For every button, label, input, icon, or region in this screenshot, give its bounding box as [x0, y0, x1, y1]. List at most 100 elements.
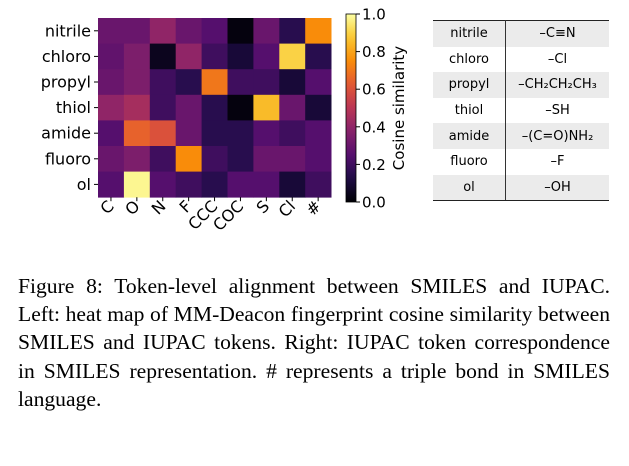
heatmap-cell-thiol-O — [123, 94, 151, 121]
heatmap-cell-propyl-COC — [227, 69, 254, 96]
colorbar-tick-label: 0.0 — [362, 194, 386, 212]
heatmap-cell-chloro-N — [149, 43, 177, 70]
row-label-ol: ol — [77, 175, 91, 194]
heatmap-cell-amide-S — [253, 120, 280, 147]
heatmap-cell-thiol-C — [98, 94, 125, 121]
colorbar-tick-label: 0.8 — [362, 43, 386, 61]
row-label-thiol: thiol — [56, 98, 91, 117]
heatmap-cell-propyl-N — [149, 69, 177, 96]
colorbar-tick-label: 0.2 — [362, 156, 386, 174]
smiles-fragment-cell: –F — [550, 154, 565, 170]
heatmap-cell-chloro-F — [175, 43, 202, 70]
row-labels: nitrile chloro propyl thiol amide fluoro ol — [41, 21, 98, 194]
heatmap-cell-nitrile-# — [305, 18, 332, 44]
iupac-token-cell: propyl — [433, 72, 506, 98]
iupac-token-cell: nitrile — [433, 19, 506, 47]
table-row: nitrile –C≡N — [433, 19, 609, 47]
heatmap-cell-ol-N — [149, 171, 177, 198]
iupac-token-cell: amide — [433, 123, 506, 149]
colorbar-tick-label: 0.6 — [362, 81, 386, 99]
heatmap-cell-ol-S — [253, 171, 280, 198]
heatmap-cell-fluoro-F — [175, 146, 202, 172]
heatmap-cell-chloro-COC — [227, 43, 254, 70]
column-label-N: N — [148, 197, 170, 219]
heatmap-cell-ol-C — [98, 171, 125, 198]
heatmap-cell-amide-COC — [227, 120, 254, 147]
table-row: propyl –CH₂CH₂CH₃ — [433, 72, 609, 98]
heatmap-cell-amide-N — [149, 120, 177, 147]
iupac-token-cell: chloro — [433, 46, 506, 73]
token-correspondence-table: nitrile –C≡N chloro –Cl propyl –CH₂CH₂CH₃ thio… — [433, 19, 609, 202]
heatmap-cell-fluoro-CCC — [201, 146, 228, 172]
colorbar — [345, 13, 357, 203]
table-row: thiol –SH — [433, 97, 609, 124]
heatmap-cell-ol-O — [123, 171, 151, 198]
heatmap-cell-propyl-Cl — [279, 69, 306, 96]
row-label-propyl: propyl — [41, 73, 91, 92]
row-label-fluoro: fluoro — [45, 149, 91, 168]
row-label-nitrile: nitrile — [45, 21, 91, 40]
colorbar-label: Cosine similarity — [390, 46, 408, 170]
iupac-token-cell: thiol — [433, 97, 506, 124]
heatmap-cell-amide-Cl — [279, 120, 306, 147]
heatmap-cell-ol-CCC — [201, 171, 228, 198]
heatmap-cell-thiol-F — [175, 94, 202, 121]
table-row: amide –(C=O)NH₂ — [433, 123, 609, 149]
smiles-fragment-cell: –(C=O)NH₂ — [505, 123, 609, 149]
heatmap-cell-thiol-COC — [227, 94, 254, 121]
heatmap-cell-amide-CCC — [201, 120, 228, 147]
heatmap-cell-fluoro-COC — [227, 146, 254, 172]
colorbar-tick-label: 0.4 — [362, 118, 386, 136]
smiles-fragment-cell: –Cl — [547, 51, 568, 67]
figure-caption: Figure 8: Token-level alignment between … — [18, 274, 610, 411]
column-label-#: # — [302, 197, 325, 220]
heatmap-cell-propyl-S — [253, 69, 280, 96]
heatmap-cell-fluoro-C — [98, 146, 125, 172]
heatmap-cell-amide-F — [175, 120, 202, 147]
heatmap-cell-nitrile-Cl — [279, 18, 306, 44]
heatmap-cell-ol-F — [175, 171, 202, 198]
heatmap-cell-amide-C — [98, 120, 125, 147]
smiles-fragment-cell: –SH — [545, 103, 570, 119]
heatmap-cell-fluoro-Cl — [279, 146, 306, 172]
heatmap-cell-amide-# — [305, 120, 332, 147]
heatmap-cell-thiol-N — [149, 94, 177, 121]
heatmap-cell-thiol-# — [305, 94, 332, 121]
heatmap-cell-ol-COC — [227, 171, 254, 198]
heatmap-cell-nitrile-CCC — [201, 18, 228, 44]
heatmap-cell-chloro-# — [305, 43, 332, 70]
smiles-fragment-cell: –OH — [505, 174, 609, 202]
heatmap-cell-nitrile-O — [123, 18, 151, 44]
row-label-amide: amide — [41, 124, 91, 143]
heatmap-cell-thiol-S — [253, 94, 280, 121]
table-row: ol –OH — [433, 174, 609, 202]
smiles-fragment-cell: –C≡N — [505, 19, 609, 47]
table-row: chloro –Cl — [433, 46, 609, 73]
table-row: fluoro –F — [433, 148, 609, 175]
heatmap-cell-chloro-O — [123, 43, 151, 70]
heatmap-cell-nitrile-N — [149, 18, 177, 44]
heatmap-cell-propyl-# — [305, 69, 332, 96]
heatmap-cell-thiol-CCC — [201, 94, 228, 121]
heatmap-cell-propyl-F — [175, 69, 202, 96]
heatmap-cell-chloro-S — [253, 43, 280, 70]
heatmap-cell-amide-O — [123, 120, 151, 147]
heatmap-cell-ol-Cl — [279, 171, 306, 198]
iupac-token-cell: fluoro — [433, 148, 506, 175]
heatmap-cell-fluoro-# — [305, 146, 332, 172]
heatmap-cell-propyl-C — [98, 69, 125, 96]
colorbar-ticks: 0.0 0.2 0.4 0.6 0.8 1.0 — [356, 6, 386, 212]
column-label-S: S — [253, 197, 274, 218]
heatmap-cell-fluoro-N — [149, 146, 177, 172]
row-label-chloro: chloro — [42, 47, 91, 66]
heatmap-cell-nitrile-S — [253, 18, 280, 44]
heatmap-cell-fluoro-S — [253, 146, 280, 172]
smiles-fragment-cell: –CH₂CH₂CH₃ — [505, 72, 609, 98]
heatmap-cell-nitrile-COC — [227, 18, 254, 44]
column-label-COC: COC — [209, 197, 247, 235]
iupac-token-cell: ol — [433, 174, 506, 202]
heatmap-cell-nitrile-C — [98, 18, 125, 44]
heatmap-cell-fluoro-O — [123, 146, 151, 172]
heatmap-cell-propyl-O — [123, 69, 151, 96]
